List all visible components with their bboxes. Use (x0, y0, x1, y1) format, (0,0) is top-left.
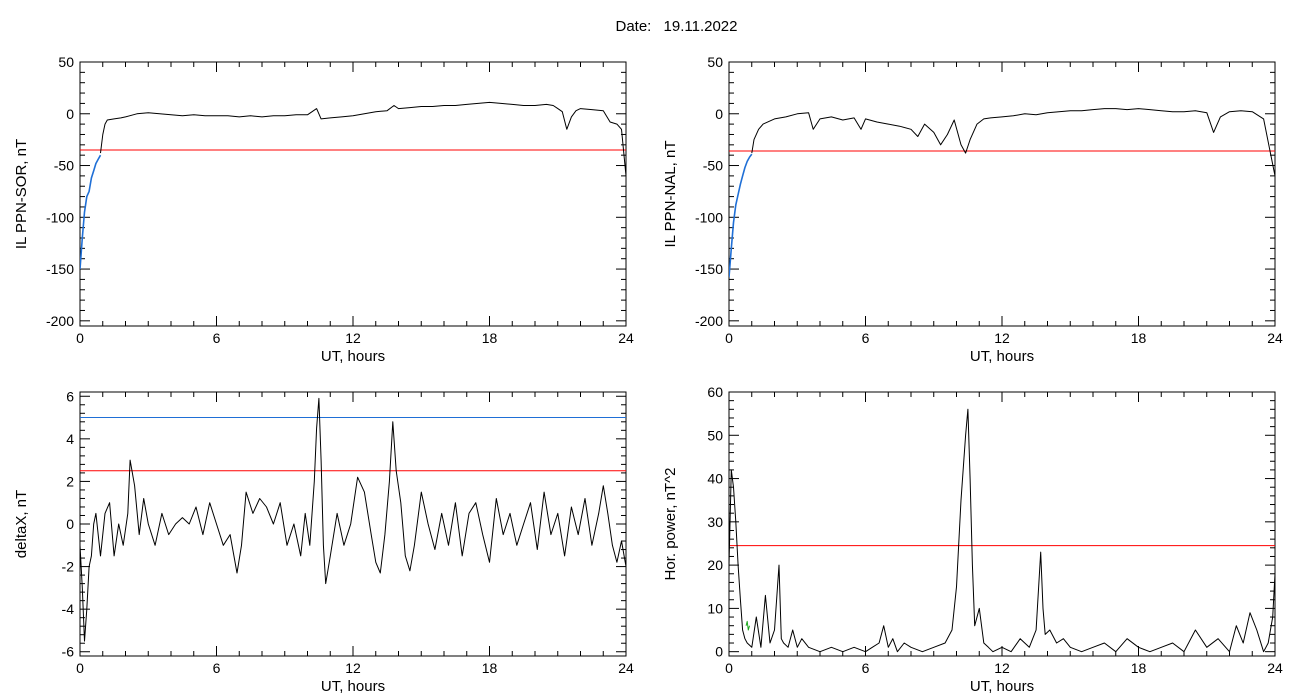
y-tick-label: 50 (707, 427, 723, 443)
y-tick-label: -200 (695, 313, 723, 329)
plot-frame (728, 391, 1276, 657)
series-line-blue (80, 154, 102, 270)
y-tick-label: -150 (695, 261, 723, 277)
x-axis-label: UT, hours (970, 348, 1034, 365)
x-tick-label: 0 (725, 660, 733, 676)
panel-hor-power: 0 6 12 18 24 60 50 40 30 20 10 0 UT, hours Hor. power… (662, 384, 1283, 695)
chart-date-header: Date: 19.11.2022 (0, 18, 1300, 35)
x-axis-label: UT, hours (321, 678, 385, 695)
y-tick-label: 20 (707, 557, 723, 573)
x-tick-label: 18 (482, 330, 498, 346)
panel-il-ppn-sor: 0 6 12 18 24 50 0 -50 -100 -150 -200 UT, hours IL PP… (13, 54, 634, 365)
y-tick-label: 0 (715, 644, 723, 660)
x-tick-label: 6 (862, 330, 870, 346)
y-tick-label: 10 (707, 600, 723, 616)
x-tick-label: 12 (345, 330, 361, 346)
x-tick-label: 6 (213, 660, 221, 676)
x-tick-label: 24 (618, 330, 634, 346)
plot-frame (728, 61, 1276, 327)
y-tick-label: -50 (54, 158, 74, 174)
y-tick-label: 50 (707, 54, 723, 70)
series-line-black (751, 108, 1275, 176)
x-tick-label: 6 (213, 330, 221, 346)
series-line-black (100, 101, 626, 176)
y-tick-label: 4 (66, 431, 74, 447)
series-line-black (729, 408, 1275, 653)
date-label: Date: (615, 18, 652, 35)
y-tick-label: 6 (66, 388, 74, 404)
panel-deltax: 0 6 12 18 24 6 4 2 0 -2 -4 -6 UT, hours deltaX, nT (13, 388, 634, 695)
y-tick-label: 40 (707, 471, 723, 487)
x-axis-label: UT, hours (970, 678, 1034, 695)
y-tick-label: 60 (707, 384, 723, 400)
x-tick-label: 18 (482, 660, 498, 676)
y-tick-label: 50 (58, 54, 74, 70)
x-tick-label: 0 (76, 660, 84, 676)
y-tick-label: 0 (66, 516, 74, 532)
y-tick-label: -150 (46, 261, 74, 277)
x-tick-label: 18 (1131, 330, 1147, 346)
y-tick-label: 2 (66, 473, 74, 489)
x-tick-label: 0 (725, 330, 733, 346)
series-line-black (80, 397, 626, 642)
y-tick-label: -200 (46, 313, 74, 329)
y-axis-label: Hor. power, nT^2 (662, 468, 679, 581)
x-tick-label: 12 (345, 660, 361, 676)
x-tick-label: 24 (618, 660, 634, 676)
x-tick-label: 6 (862, 660, 870, 676)
y-tick-label: -50 (703, 158, 723, 174)
x-axis-label: UT, hours (321, 348, 385, 365)
series-line-blue (729, 153, 753, 278)
y-tick-label: -4 (62, 601, 75, 617)
y-tick-label: -100 (695, 209, 723, 225)
y-axis-label: deltaX, nT (13, 490, 30, 558)
y-tick-label: 0 (715, 106, 723, 122)
y-tick-label: -6 (62, 644, 75, 660)
y-tick-label: 0 (66, 106, 74, 122)
series-line-green (745, 620, 750, 631)
y-tick-label: -2 (62, 559, 75, 575)
y-tick-label: 30 (707, 514, 723, 530)
x-tick-label: 24 (1267, 660, 1283, 676)
plot-frame (79, 391, 627, 657)
date-value: 19.11.2022 (663, 18, 738, 35)
x-tick-label: 0 (76, 330, 84, 346)
x-tick-label: 12 (994, 660, 1010, 676)
x-tick-label: 24 (1267, 330, 1283, 346)
panel-il-ppn-nal: 0 6 12 18 24 50 0 -50 -100 -150 -200 UT, hours IL PP… (662, 54, 1283, 365)
y-axis-label: IL PPN-NAL, nT (662, 141, 679, 248)
plot-frame (79, 61, 627, 327)
x-tick-label: 18 (1131, 660, 1147, 676)
y-tick-label: -100 (46, 209, 74, 225)
y-axis-label: IL PPN-SOR, nT (13, 139, 30, 249)
x-tick-label: 12 (994, 330, 1010, 346)
